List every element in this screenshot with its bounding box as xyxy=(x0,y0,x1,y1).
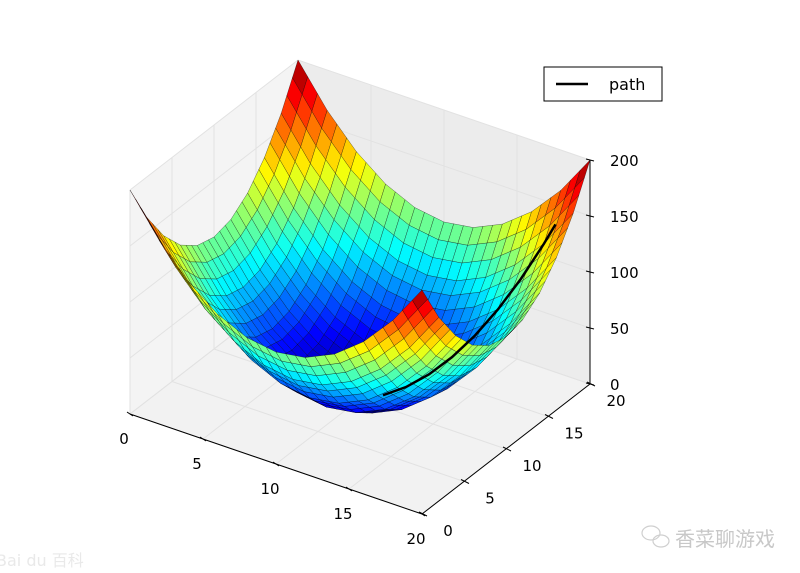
y-tick-label: 15 xyxy=(564,425,583,443)
y-tick-label: 10 xyxy=(522,457,541,475)
x-tick-label: 10 xyxy=(260,480,279,498)
z-tick xyxy=(585,382,595,386)
y-tick-label: 20 xyxy=(606,392,625,410)
watermark-right: 香菜聊游戏 xyxy=(641,525,775,551)
z-tick-label: 200 xyxy=(610,152,639,170)
z-tick-label: 50 xyxy=(610,320,629,338)
x-tick xyxy=(345,486,353,492)
path-series xyxy=(382,223,557,397)
x-tick xyxy=(199,436,207,442)
surface-cell xyxy=(412,289,428,310)
legend-label-path: path xyxy=(609,75,645,94)
z-tick-label: 0 xyxy=(610,376,620,394)
z-tick xyxy=(585,270,595,274)
y-tick xyxy=(544,414,554,419)
series-line-path xyxy=(382,223,557,397)
watermark-baidu: Bai du 百科 xyxy=(0,551,84,570)
x-tick xyxy=(272,461,280,467)
z-tick xyxy=(585,326,595,330)
x-tick-label: 0 xyxy=(119,430,129,448)
surface xyxy=(129,59,591,414)
z-tick-label: 150 xyxy=(610,208,639,226)
z-tick xyxy=(585,214,595,218)
y-tick-label: 0 xyxy=(443,522,453,540)
y-tick xyxy=(418,511,428,517)
watermark-text: 香菜聊游戏 xyxy=(675,527,775,551)
x-tick xyxy=(126,411,134,417)
legend: path xyxy=(543,66,663,102)
x-tick-label: 15 xyxy=(333,505,352,523)
y-tick xyxy=(460,479,470,484)
z-tick xyxy=(585,158,595,162)
wechat-icon xyxy=(641,525,670,548)
z-tick-label: 100 xyxy=(610,264,639,282)
y-tick xyxy=(502,446,512,452)
x-tick-label: 20 xyxy=(406,530,425,548)
watermark-left: Bai du 百科 xyxy=(0,551,84,570)
x-tick-label: 5 xyxy=(192,455,202,473)
y-tick-label: 5 xyxy=(485,490,495,508)
